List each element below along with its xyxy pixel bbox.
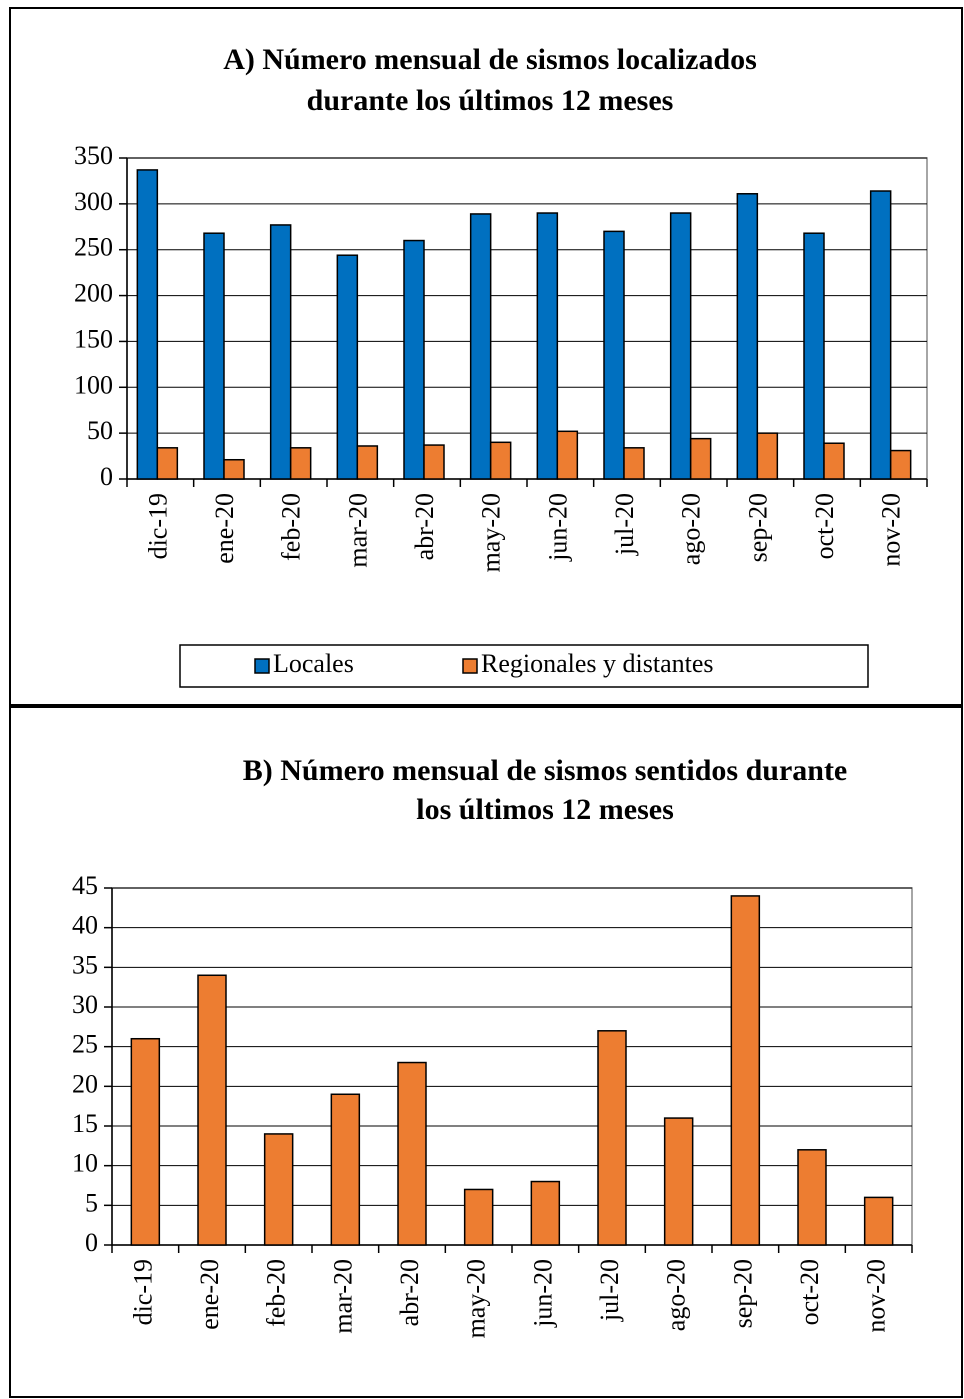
bar xyxy=(597,1030,627,1246)
x-tick-label: ago-20 xyxy=(677,493,706,565)
x-tick-label: may-20 xyxy=(462,1259,491,1338)
x-tick-label: dic-19 xyxy=(128,1259,157,1325)
y-tick-label: 150 xyxy=(74,324,113,353)
x-tick-label: ene-20 xyxy=(210,493,239,564)
y-tick-label: 50 xyxy=(87,416,113,445)
bar xyxy=(130,1037,161,1246)
chart-title: durante los últimos 12 meses xyxy=(307,84,674,117)
x-tick-label: ene-20 xyxy=(195,1259,224,1330)
x-tick-label: abr-20 xyxy=(410,493,439,560)
chart-title: los últimos 12 meses xyxy=(416,793,674,826)
panel-a xyxy=(9,7,963,706)
bar xyxy=(556,430,579,480)
y-tick-label: 100 xyxy=(74,370,113,399)
plot-area xyxy=(111,887,913,1246)
bar xyxy=(536,212,559,480)
x-tick-label: sep-20 xyxy=(728,1259,757,1328)
x-tick-label: sep-20 xyxy=(743,493,772,562)
bar xyxy=(403,239,425,480)
y-tick-label: 0 xyxy=(85,1228,98,1257)
y-tick-label: 35 xyxy=(72,950,98,979)
x-tick-label: feb-20 xyxy=(277,493,306,561)
bar xyxy=(603,230,625,480)
x-tick-label: oct-20 xyxy=(795,1259,824,1325)
x-tick-label: jun-20 xyxy=(528,1259,557,1328)
legend-box xyxy=(179,644,869,688)
y-tick-label: 20 xyxy=(72,1069,98,1098)
bar xyxy=(330,1093,361,1246)
bar xyxy=(203,232,225,480)
x-tick-label: ago-20 xyxy=(662,1259,691,1331)
x-tick-label: mar-20 xyxy=(328,1259,357,1334)
bar xyxy=(336,254,359,480)
x-tick-label: jul-20 xyxy=(610,493,639,556)
y-tick-label: 25 xyxy=(72,1030,98,1059)
bar xyxy=(863,1196,894,1246)
legend-label: Regionales y distantes xyxy=(481,649,714,678)
bar xyxy=(156,447,179,480)
chart-title: B) Número mensual de sismos sentidos dur… xyxy=(243,754,848,787)
x-tick-label: oct-20 xyxy=(810,493,839,559)
x-tick-label: abr-20 xyxy=(395,1259,424,1326)
y-tick-label: 40 xyxy=(72,911,98,940)
bar xyxy=(197,974,227,1246)
bar xyxy=(397,1061,427,1246)
bar xyxy=(663,1117,694,1246)
x-tick-label: mar-20 xyxy=(343,493,372,568)
bar xyxy=(869,190,892,480)
bar xyxy=(756,432,779,480)
bar xyxy=(689,437,712,480)
legend-label: Locales xyxy=(273,649,354,678)
y-tick-label: 350 xyxy=(74,141,113,170)
bar xyxy=(289,447,312,480)
bar xyxy=(889,449,912,480)
x-tick-label: nov-20 xyxy=(877,493,906,567)
panel-b xyxy=(9,706,963,1398)
bar xyxy=(463,1188,494,1246)
y-tick-label: 15 xyxy=(72,1109,98,1138)
y-tick-label: 45 xyxy=(72,871,98,900)
bar xyxy=(469,213,492,480)
y-tick-label: 5 xyxy=(85,1188,98,1217)
bar xyxy=(736,193,759,480)
bar xyxy=(489,441,512,480)
x-tick-label: feb-20 xyxy=(262,1259,291,1327)
legend-swatch xyxy=(254,658,270,674)
y-tick-label: 10 xyxy=(72,1149,98,1178)
x-tick-label: dic-19 xyxy=(143,493,172,559)
bar xyxy=(223,458,245,480)
y-tick-label: 30 xyxy=(72,990,98,1019)
legend-swatch xyxy=(462,658,478,674)
y-tick-label: 200 xyxy=(74,279,113,308)
x-tick-label: nov-20 xyxy=(862,1259,891,1333)
bar xyxy=(356,445,379,480)
bar xyxy=(263,1133,294,1246)
bar xyxy=(623,447,645,480)
bar xyxy=(730,895,761,1246)
y-tick-label: 250 xyxy=(74,233,113,262)
y-tick-label: 300 xyxy=(74,187,113,216)
chart-title: A) Número mensual de sismos localizados xyxy=(223,43,757,76)
bar xyxy=(823,442,845,480)
bar xyxy=(797,1149,827,1246)
bar xyxy=(530,1180,561,1246)
bar xyxy=(423,444,445,480)
x-tick-label: jul-20 xyxy=(595,1259,624,1322)
bar xyxy=(136,169,159,480)
x-tick-label: jun-20 xyxy=(543,493,572,562)
bar xyxy=(269,224,292,480)
y-tick-label: 0 xyxy=(100,462,113,491)
bar xyxy=(669,212,692,480)
bar xyxy=(803,232,825,480)
x-tick-label: may-20 xyxy=(477,493,506,572)
